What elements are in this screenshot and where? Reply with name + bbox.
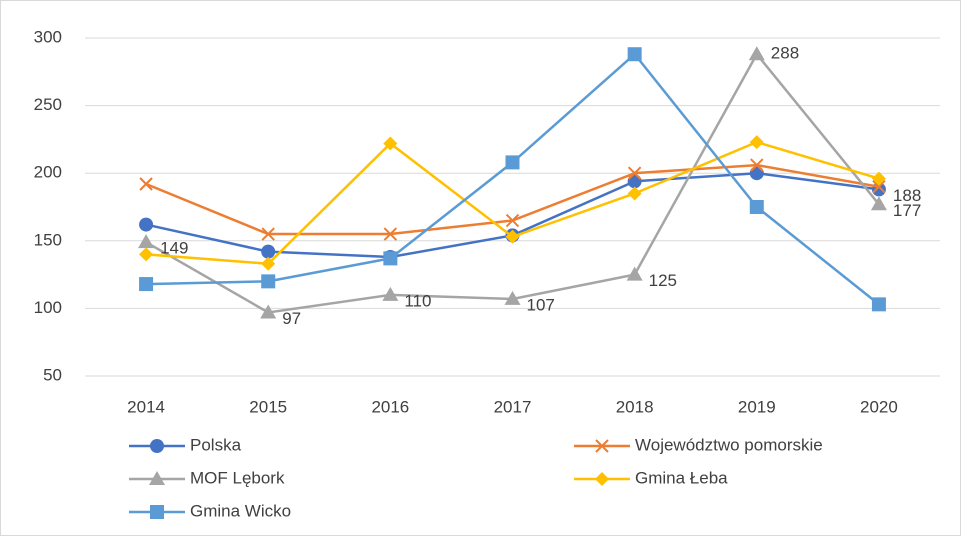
marker xyxy=(627,47,642,62)
marker xyxy=(138,234,155,249)
marker xyxy=(139,217,154,232)
y-tick-label: 300 xyxy=(34,27,62,46)
data-label: 125 xyxy=(649,271,677,290)
marker xyxy=(383,251,398,266)
data-label: 188 xyxy=(893,186,921,205)
marker xyxy=(627,186,642,201)
marker xyxy=(870,196,887,211)
y-tick-label: 50 xyxy=(43,365,62,384)
marker xyxy=(261,227,275,241)
marker xyxy=(749,135,764,150)
marker xyxy=(748,46,765,61)
data-label: 97 xyxy=(282,309,301,328)
marker xyxy=(383,227,398,241)
y-tick-label: 100 xyxy=(34,298,62,317)
marker xyxy=(505,213,520,228)
legend-label: Gmina Wicko xyxy=(190,501,291,520)
marker xyxy=(627,166,642,180)
x-tick-label: 2017 xyxy=(494,397,532,416)
marker xyxy=(261,244,276,259)
legend-label: Polska xyxy=(190,435,242,454)
marker xyxy=(383,136,398,151)
y-tick-label: 150 xyxy=(34,230,62,249)
marker xyxy=(871,171,886,186)
x-tick-label: 2014 xyxy=(127,397,165,416)
x-tick-label: 2016 xyxy=(371,397,409,416)
marker xyxy=(261,274,276,289)
marker xyxy=(595,439,609,453)
marker xyxy=(139,177,153,191)
y-tick-label: 250 xyxy=(34,95,62,114)
marker xyxy=(139,277,154,292)
marker xyxy=(139,247,154,262)
x-tick-label: 2015 xyxy=(249,397,287,416)
marker xyxy=(149,471,165,485)
marker xyxy=(505,155,520,170)
marker xyxy=(872,180,886,194)
marker xyxy=(749,166,764,181)
marker xyxy=(749,200,764,214)
data-label: 107 xyxy=(527,295,555,314)
marker xyxy=(505,229,520,244)
x-tick-label: 2019 xyxy=(738,397,776,416)
data-label: 110 xyxy=(404,291,431,310)
marker xyxy=(504,290,521,305)
legend-label: Gmina Łeba xyxy=(635,468,728,487)
data-label: 149 xyxy=(160,239,188,258)
marker xyxy=(382,286,399,301)
y-tick-label: 200 xyxy=(34,163,62,182)
marker xyxy=(750,158,764,172)
marker xyxy=(150,439,164,453)
marker xyxy=(626,266,643,281)
marker xyxy=(595,472,609,486)
marker xyxy=(150,505,164,519)
marker xyxy=(261,256,276,271)
data-label: 177 xyxy=(893,201,921,220)
marker xyxy=(871,297,886,312)
data-label: 288 xyxy=(771,44,799,63)
legend-label: MOF Lębork xyxy=(190,468,285,487)
x-tick-label: 2020 xyxy=(860,397,898,416)
legend-label: Województwo pomorskie xyxy=(635,435,823,454)
x-tick-label: 2018 xyxy=(616,397,654,416)
marker xyxy=(260,304,277,319)
